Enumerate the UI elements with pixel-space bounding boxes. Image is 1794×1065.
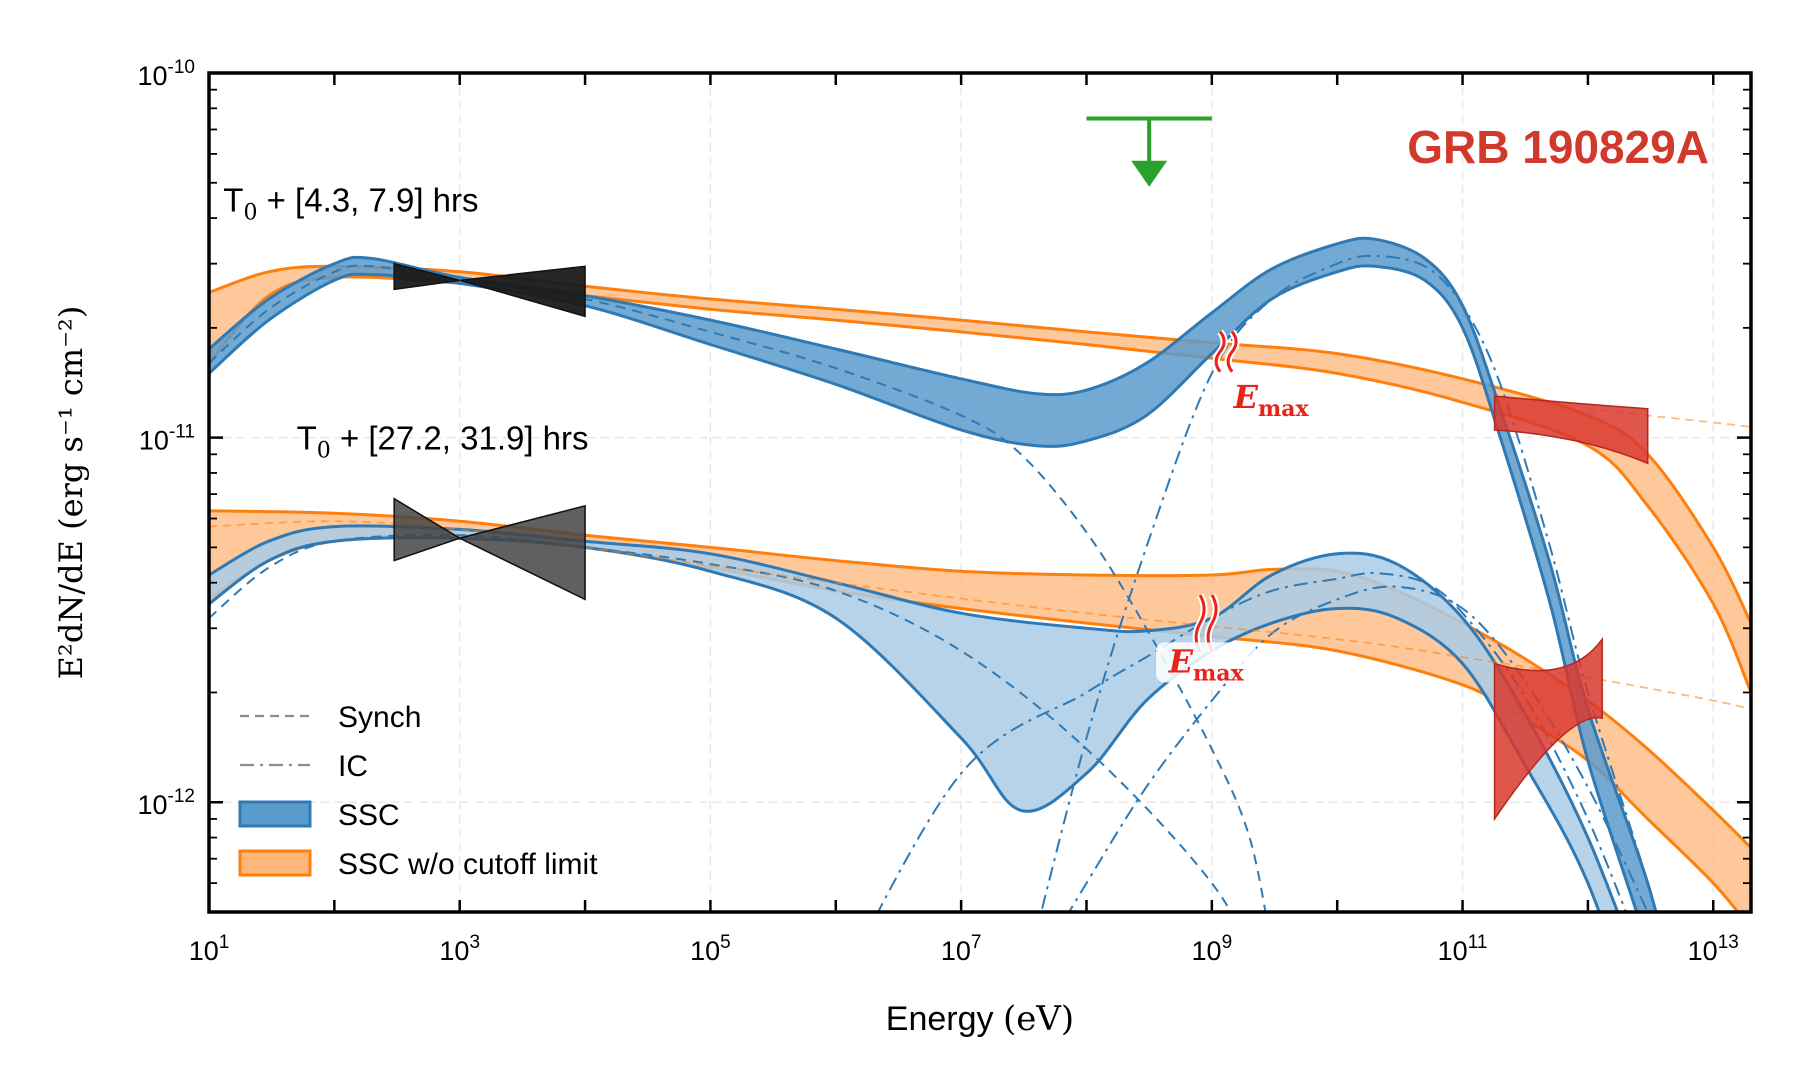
xray-bowtie-late	[393, 497, 586, 601]
plot-area	[209, 116, 1751, 912]
legend-label-3: SSC w/o cutoff limit	[338, 848, 598, 881]
emax-wave-early-0	[1214, 330, 1226, 373]
chart-title: GRB 190829A	[1407, 121, 1709, 173]
x-tick-label-0: 101	[189, 932, 230, 966]
band-upper-ssc-early	[209, 236, 1658, 912]
tev-bowtie-late	[1493, 636, 1603, 822]
x-tick-label-3: 107	[941, 932, 982, 966]
legend-label-0: Synch	[338, 701, 421, 734]
band-nocut-early	[209, 266, 1751, 693]
legend-swatch-3	[238, 849, 312, 877]
epoch-label-1: T0 + [27.2, 31.9] hrs	[297, 420, 589, 464]
line-dashed-late-3	[209, 533, 1233, 912]
epoch-label-0: T0 + [4.3, 7.9] hrs	[223, 181, 478, 225]
line-dashed-early-0	[209, 264, 1267, 912]
y-tick-label-2: 10-12	[137, 786, 195, 820]
axis-ticks	[207, 71, 1751, 913]
band-nocut-late	[209, 510, 1751, 912]
emax-label-box-late	[1156, 642, 1257, 683]
y-tick-label-1: 10-11	[139, 422, 195, 456]
x-tick-label-6: 1013	[1688, 932, 1739, 966]
axes-frame	[207, 71, 1753, 914]
x-tick-label-1: 103	[439, 932, 480, 966]
x-axis-label: Energy (eV)	[886, 999, 1074, 1039]
line-dashdot-late-4	[876, 572, 1628, 912]
emax-label-early: Emax	[1233, 378, 1310, 422]
band-lower-ssc-early	[209, 264, 1639, 912]
plot-frame	[207, 71, 1753, 914]
legend-swatch-2	[238, 800, 312, 828]
chart-text: 101 103 105 107 109 1011 1013 10-10 10-11 10-12 En…	[52, 57, 1739, 1039]
legend-label-2: SSC	[338, 799, 400, 832]
emax-label-late: Emax	[1168, 642, 1245, 686]
legend: Synch IC SSC SSC w/o cutoff limit	[238, 701, 598, 881]
band-ssc-late	[209, 525, 1618, 912]
xray-bowtie-early	[393, 262, 586, 318]
tev-bowtie-early	[1493, 395, 1649, 465]
y-axis-label: E²dN/dE (erg s⁻¹ cm⁻²)	[52, 306, 90, 680]
upper-limit-arrow-icon	[1131, 160, 1168, 187]
x-tick-label-4: 109	[1192, 932, 1233, 966]
x-tick-label-5: 1011	[1438, 932, 1488, 966]
y-tick-label-0: 10-10	[137, 57, 195, 91]
legend-label-1: IC	[338, 750, 368, 783]
x-tick-label-2: 105	[690, 932, 731, 966]
line-dashdot-late-low-5	[1067, 585, 1649, 912]
emax-wave-early-1	[1226, 330, 1238, 373]
